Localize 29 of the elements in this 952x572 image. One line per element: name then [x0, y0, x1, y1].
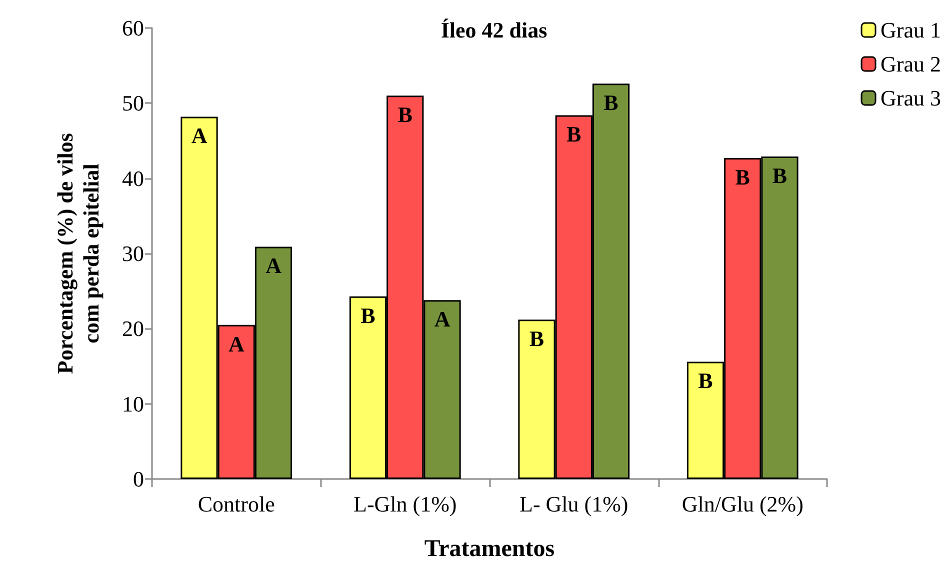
x-tick-label: L- Glu (1%) — [520, 492, 628, 516]
y-tick-label: 40 — [122, 166, 144, 191]
data-label: B — [360, 302, 376, 328]
data-label: B — [735, 164, 750, 190]
data-label: A — [228, 331, 244, 356]
data-label: B — [529, 326, 544, 352]
data-label: B — [772, 163, 788, 188]
data-label: B — [398, 102, 413, 128]
y-tick-label: 60 — [122, 16, 144, 40]
data-label: B — [698, 368, 714, 394]
y-axis-title: Porcentagem (%) de vilos com perda epitelial — [52, 132, 104, 374]
data-label: A — [266, 253, 282, 278]
x-tick-label: L-Gln (1%) — [354, 492, 457, 516]
y-tick-label: 50 — [122, 90, 144, 116]
chart-title: Íleo 42 dias — [440, 18, 548, 42]
y-tick-label: 10 — [122, 391, 144, 416]
x-tick-label: Gln/Glu (2%) — [682, 492, 804, 516]
legend-label: Grau 2 — [880, 52, 942, 76]
x-axis-title: Tratamentos — [424, 536, 555, 562]
y-tick-label: 20 — [122, 316, 144, 342]
data-label: B — [566, 122, 582, 147]
y-tick-label: 30 — [122, 241, 144, 266]
data-label: A — [191, 123, 208, 148]
y-tick-label: 0 — [133, 466, 144, 492]
legend-label: Grau 1 — [880, 18, 942, 42]
data-label: A — [434, 306, 450, 332]
data-label: B — [604, 90, 619, 116]
x-tick-label: Controle — [198, 492, 275, 516]
legend-label: Grau 3 — [880, 86, 942, 110]
